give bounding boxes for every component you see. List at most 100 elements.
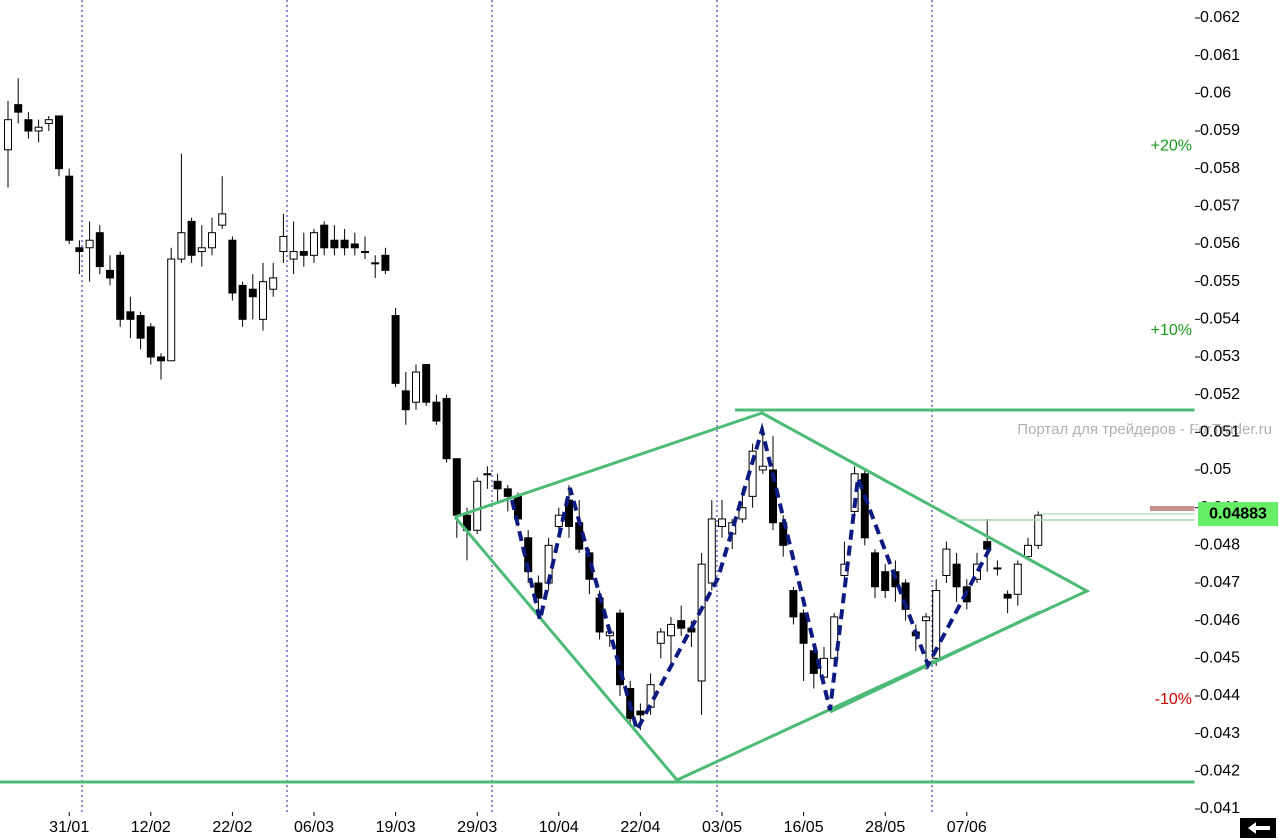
candle-body [228,239,237,294]
candle-body [116,254,125,320]
diamond [453,411,1091,782]
candle-body [44,119,53,124]
y-tick-label: 0.058 [1200,160,1240,177]
x-tick-label: 16/05 [784,819,824,836]
candle-body [259,281,267,320]
x-tick-label: 28/05 [865,819,905,836]
x-tick-label: 10/04 [539,819,579,836]
candle-body [85,239,94,249]
candle-body [442,397,451,460]
candle-body [330,239,339,249]
candle-body [983,541,992,550]
y-tick-label: 0.047 [1200,574,1240,591]
candle-body [738,507,747,520]
candle-body [146,326,155,358]
candle-body [830,616,839,659]
candle-body [401,390,410,411]
candle-body [677,620,686,629]
candle-body [1003,593,1012,599]
candle-body [167,258,176,362]
candle-body [299,251,308,256]
x-tick-label: 29/03 [457,819,497,836]
candle-body [340,239,349,249]
candle-body [391,315,400,384]
x-tick-label: 19/03 [376,819,416,836]
y-tick-label: 0.052 [1200,386,1240,403]
y-tick-label: 0.054 [1200,311,1240,328]
candle-body [809,650,818,674]
candle-body [595,597,604,633]
candle-body [656,631,665,644]
candle-body [718,518,726,528]
y-tick-label: 0.046 [1200,612,1240,629]
y-tick-label: 0.053 [1200,348,1240,365]
y-tick-label: 0.057 [1200,198,1240,215]
candle-body [310,232,318,256]
candle-body [320,224,329,249]
candle-body [707,518,716,584]
candle-body [350,243,359,249]
candle-body [922,616,930,622]
y-tick-label: 0.051 [1200,424,1240,441]
y-tick-label: 0.062 [1200,9,1240,26]
y-tick-label: 0.06 [1200,85,1231,102]
period-separators [81,0,933,812]
candle-body [65,175,74,241]
x-tick-label: 22/02 [212,819,252,836]
candle-body [952,563,961,588]
y-tick-label: 0.041 [1200,800,1240,817]
candle-body [973,563,981,580]
percent-label: +20% [1151,137,1192,154]
zigzag [510,422,992,736]
candle-body [1013,563,1022,595]
candle-body [361,251,369,254]
y-tick-label: 0.05 [1200,461,1231,478]
candle-body [493,480,502,490]
candle-body [381,254,390,271]
y-tick-label: 0.042 [1200,763,1240,780]
candle-body [269,277,278,290]
candle-body [636,710,645,716]
candle-body [1024,544,1032,558]
marker [1150,506,1195,511]
percent-label: -10% [1155,691,1192,708]
candle-body [238,284,247,320]
y-tick-label: 0.061 [1200,47,1240,64]
candle-body [55,115,63,170]
candle-body [891,571,900,588]
candle-body [279,235,288,253]
candle-body [371,262,380,265]
candle-body [126,311,135,320]
candle-body [432,401,441,422]
candle-body [412,371,420,403]
price-tag [1198,502,1278,527]
candle-body [4,119,12,151]
candle-body [187,220,196,256]
y-tick-label: 0.044 [1200,687,1240,704]
candle-body [616,612,624,686]
candle-body [667,623,675,637]
candle-body [871,552,879,588]
candle-body [75,247,84,253]
candle-body [14,104,23,113]
candle-body [177,232,186,260]
candle-body [34,126,43,132]
candle-body [136,315,145,339]
candle-body [208,232,216,249]
x-tick-label: 07/06 [947,819,987,836]
candle-body [95,232,104,268]
y-tick-label: 0.059 [1200,122,1240,139]
candle-body [993,567,1002,570]
candle-body [503,488,512,497]
candle-body [534,582,543,599]
candle-body [289,251,298,260]
candle-body [799,612,808,644]
candle-body [24,119,33,132]
candle-body [483,473,492,476]
y-tick-label: 0.048 [1200,537,1240,554]
candle-body [758,465,767,471]
candle-body [157,356,165,362]
